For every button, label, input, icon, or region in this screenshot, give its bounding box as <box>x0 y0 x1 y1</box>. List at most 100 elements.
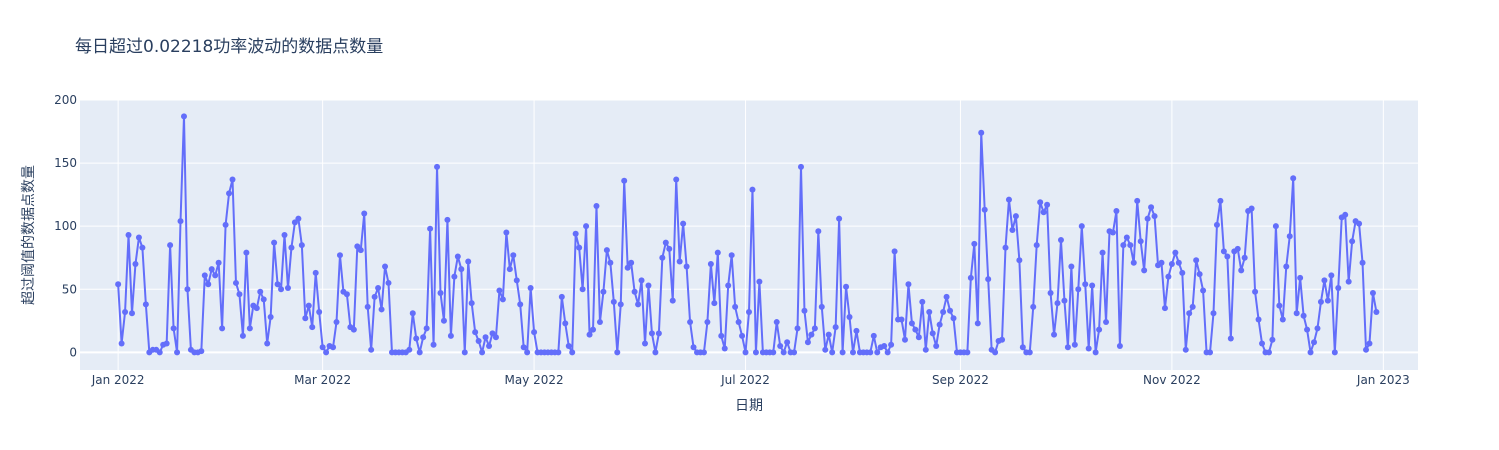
data-point <box>1006 197 1012 203</box>
y-tick-label: 50 <box>62 282 77 296</box>
data-point <box>812 325 818 331</box>
data-point <box>867 349 873 355</box>
data-point <box>718 333 724 339</box>
data-point <box>708 261 714 267</box>
data-point <box>729 252 735 258</box>
data-point <box>493 334 499 340</box>
data-point <box>500 296 506 302</box>
data-point <box>815 228 821 234</box>
data-point <box>1152 213 1158 219</box>
data-point <box>441 318 447 324</box>
data-point <box>198 348 204 354</box>
data-point <box>358 247 364 253</box>
data-point <box>968 275 974 281</box>
data-point <box>368 347 374 353</box>
y-tick-label: 150 <box>54 156 77 170</box>
data-point <box>1044 202 1050 208</box>
data-point <box>798 164 804 170</box>
data-point <box>1034 242 1040 248</box>
data-point <box>379 306 385 312</box>
data-point <box>746 309 752 315</box>
data-point <box>202 272 208 278</box>
data-point <box>822 347 828 353</box>
data-point <box>635 301 641 307</box>
data-point <box>278 286 284 292</box>
data-point <box>1332 349 1338 355</box>
data-point <box>632 289 638 295</box>
data-point <box>725 282 731 288</box>
data-point <box>1186 310 1192 316</box>
data-point <box>496 288 502 294</box>
data-point <box>1349 238 1355 244</box>
data-point <box>1210 310 1216 316</box>
data-point <box>909 320 915 326</box>
data-point <box>732 304 738 310</box>
data-point <box>171 325 177 331</box>
data-point <box>1058 237 1064 243</box>
data-point <box>136 235 142 241</box>
data-point <box>1179 270 1185 276</box>
data-point <box>666 246 672 252</box>
data-point <box>205 281 211 287</box>
data-point <box>673 176 679 182</box>
data-point <box>261 296 267 302</box>
data-point <box>330 344 336 350</box>
data-point <box>1158 260 1164 266</box>
data-point <box>375 285 381 291</box>
data-point <box>902 337 908 343</box>
x-tick-label: Sep 2022 <box>932 373 989 387</box>
data-point <box>1082 281 1088 287</box>
data-point <box>1127 242 1133 248</box>
data-point <box>126 232 132 238</box>
data-point <box>1190 304 1196 310</box>
data-point <box>944 294 950 300</box>
data-point <box>306 303 312 309</box>
data-point <box>1290 175 1296 181</box>
y-tick-label: 200 <box>54 93 77 107</box>
data-point <box>295 216 301 222</box>
data-point <box>569 349 575 355</box>
data-point <box>562 320 568 326</box>
data-point <box>566 343 572 349</box>
data-point <box>1217 198 1223 204</box>
data-point <box>1366 341 1372 347</box>
data-point <box>628 260 634 266</box>
data-point <box>223 222 229 228</box>
data-point <box>1304 327 1310 333</box>
data-point <box>216 260 222 266</box>
data-point <box>1221 248 1227 254</box>
data-point <box>444 217 450 223</box>
x-tick-label: Jan 2023 <box>1356 373 1410 387</box>
data-point <box>677 259 683 265</box>
data-point <box>670 298 676 304</box>
data-point <box>344 291 350 297</box>
data-point <box>819 304 825 310</box>
data-point <box>833 324 839 330</box>
data-point <box>1287 233 1293 239</box>
data-point <box>1089 282 1095 288</box>
data-point <box>1207 349 1213 355</box>
data-point <box>510 252 516 258</box>
data-point <box>1346 279 1352 285</box>
data-point <box>1138 238 1144 244</box>
data-point <box>736 319 742 325</box>
data-point <box>320 344 326 350</box>
data-point <box>829 349 835 355</box>
data-point <box>132 261 138 267</box>
data-point <box>406 347 412 353</box>
data-point <box>1075 286 1081 292</box>
data-point <box>1363 347 1369 353</box>
data-point <box>1165 274 1171 280</box>
data-point <box>420 334 426 340</box>
data-point <box>243 250 249 256</box>
data-point <box>1256 317 1262 323</box>
data-point <box>899 317 905 323</box>
data-point <box>1072 342 1078 348</box>
data-point <box>656 330 662 336</box>
data-point <box>1370 290 1376 296</box>
data-point <box>1148 204 1154 210</box>
data-point <box>701 349 707 355</box>
data-point <box>888 342 894 348</box>
data-point <box>642 341 648 347</box>
data-point <box>590 327 596 333</box>
